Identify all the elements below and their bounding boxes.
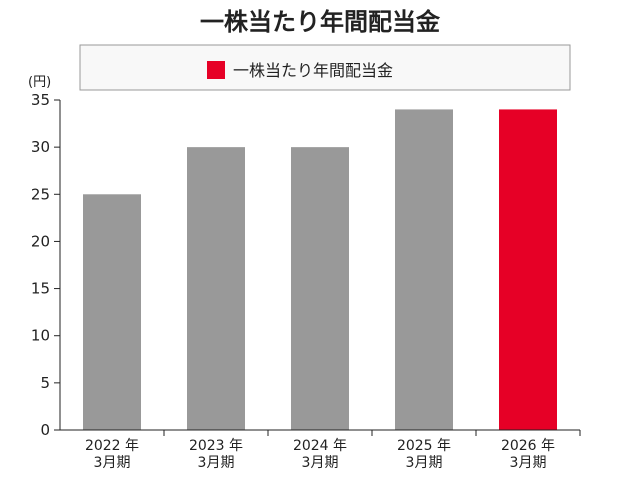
x-category-label: 3月期	[94, 455, 131, 471]
x-category-label: 3月期	[406, 455, 443, 471]
y-tick-label: 0	[40, 421, 50, 439]
x-category-label: 2026 年	[501, 438, 555, 454]
y-axis-unit-label: (円)	[28, 75, 51, 90]
y-tick-label: 20	[31, 232, 50, 250]
x-category-label: 2022 年	[85, 438, 139, 454]
bar	[187, 147, 245, 430]
y-tick-label: 35	[31, 91, 50, 109]
bar	[395, 109, 453, 430]
legend-box	[79, 44, 571, 91]
bars	[83, 109, 557, 430]
y-tick-label: 5	[40, 374, 50, 392]
legend: 一株当たり年間配当金	[79, 44, 571, 91]
x-category-label: 3月期	[302, 455, 339, 471]
x-category-label: 2024 年	[293, 438, 347, 454]
x-category-label: 2023 年	[189, 438, 243, 454]
bar	[83, 194, 141, 430]
legend-swatch	[207, 61, 225, 79]
y-tick-label: 15	[31, 280, 50, 298]
bar	[291, 147, 349, 430]
y-tick-label: 30	[31, 138, 50, 156]
x-category-label: 2025 年	[397, 438, 451, 454]
legend-label: 一株当たり年間配当金	[233, 61, 393, 80]
y-axis-ticks: 0 5 10 15 20 25 30 35	[31, 91, 60, 439]
x-category-label: 3月期	[198, 455, 235, 471]
y-tick-label: 25	[31, 185, 50, 203]
x-category-label: 3月期	[510, 455, 547, 471]
y-tick-label: 10	[31, 327, 50, 345]
chart-title: 一株当たり年間配当金	[200, 8, 441, 36]
bar	[499, 109, 557, 430]
